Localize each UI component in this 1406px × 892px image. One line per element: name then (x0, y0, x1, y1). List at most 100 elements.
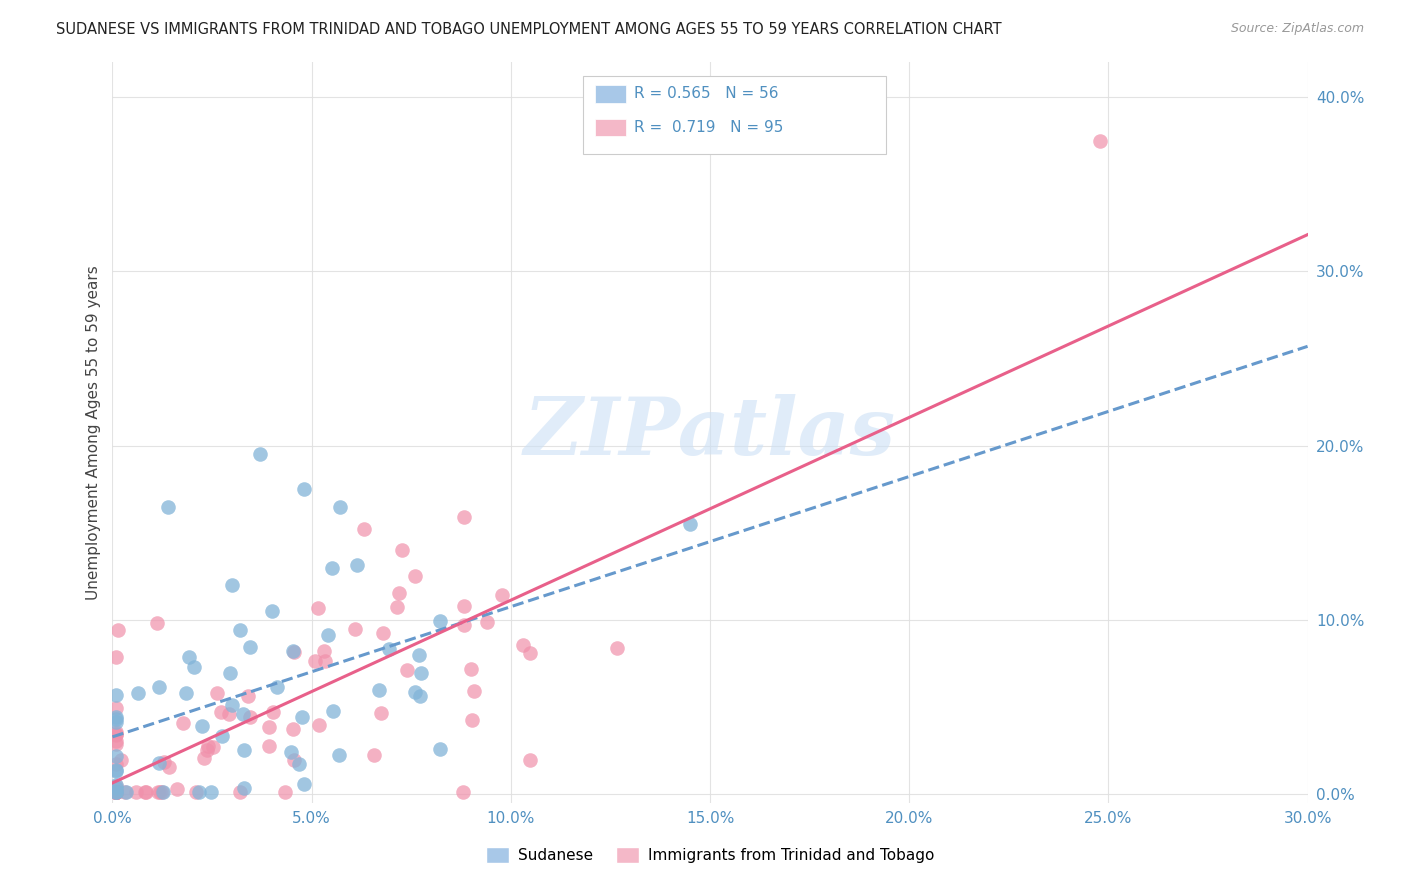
Immigrants from Trinidad and Tobago (105, 785, 128, 799)
Sudanese (105, 712, 128, 726)
Immigrants from Trinidad and Tobago (304, 654, 326, 668)
Immigrants from Trinidad and Tobago (209, 705, 232, 719)
Sudanese (429, 742, 451, 756)
Immigrants from Trinidad and Tobago (519, 753, 541, 767)
Sudanese (148, 756, 170, 771)
Immigrants from Trinidad and Tobago (229, 785, 252, 799)
Sudanese (105, 764, 128, 779)
Sudanese (328, 747, 350, 762)
Immigrants from Trinidad and Tobago (453, 618, 475, 632)
Sudanese (429, 614, 451, 628)
Sudanese (114, 785, 136, 799)
Immigrants from Trinidad and Tobago (193, 751, 215, 765)
Text: R = 0.565   N = 56: R = 0.565 N = 56 (634, 87, 779, 101)
Sudanese (105, 714, 128, 729)
Immigrants from Trinidad and Tobago (105, 785, 128, 799)
Sudanese (105, 785, 128, 799)
Text: Source: ZipAtlas.com: Source: ZipAtlas.com (1230, 22, 1364, 36)
Sudanese (409, 690, 432, 704)
Immigrants from Trinidad and Tobago (363, 747, 385, 762)
Immigrants from Trinidad and Tobago (283, 753, 305, 767)
Immigrants from Trinidad and Tobago (153, 755, 176, 769)
Immigrants from Trinidad and Tobago (387, 599, 409, 614)
Immigrants from Trinidad and Tobago (105, 701, 128, 715)
Immigrants from Trinidad and Tobago (105, 785, 128, 799)
Immigrants from Trinidad and Tobago (314, 643, 336, 657)
Immigrants from Trinidad and Tobago (353, 522, 375, 536)
Immigrants from Trinidad and Tobago (105, 785, 128, 799)
Sudanese (329, 500, 352, 514)
Immigrants from Trinidad and Tobago (135, 785, 157, 799)
Immigrants from Trinidad and Tobago (172, 716, 194, 731)
Immigrants from Trinidad and Tobago (114, 785, 136, 799)
Immigrants from Trinidad and Tobago (105, 785, 128, 799)
Immigrants from Trinidad and Tobago (218, 706, 240, 721)
Sudanese (292, 777, 315, 791)
Sudanese (127, 686, 149, 700)
Immigrants from Trinidad and Tobago (105, 733, 128, 747)
Immigrants from Trinidad and Tobago (157, 760, 180, 774)
Sudanese (157, 500, 180, 514)
Immigrants from Trinidad and Tobago (105, 785, 128, 799)
Immigrants from Trinidad and Tobago (105, 649, 128, 664)
Immigrants from Trinidad and Tobago (105, 785, 128, 799)
Sudanese (218, 666, 240, 681)
Immigrants from Trinidad and Tobago (125, 785, 148, 799)
Immigrants from Trinidad and Tobago (105, 725, 128, 739)
Immigrants from Trinidad and Tobago (105, 728, 128, 742)
Immigrants from Trinidad and Tobago (370, 706, 392, 720)
Immigrants from Trinidad and Tobago (308, 717, 330, 731)
Sudanese (249, 447, 271, 461)
Sudanese (291, 709, 314, 723)
Sudanese (283, 644, 305, 658)
Immigrants from Trinidad and Tobago (195, 743, 218, 757)
Sudanese (200, 785, 222, 799)
Immigrants from Trinidad and Tobago (107, 623, 129, 637)
Sudanese (105, 780, 128, 795)
Immigrants from Trinidad and Tobago (149, 785, 172, 799)
Immigrants from Trinidad and Tobago (105, 785, 128, 799)
Sudanese (105, 764, 128, 778)
Immigrants from Trinidad and Tobago (134, 785, 156, 799)
Immigrants from Trinidad and Tobago (257, 739, 280, 754)
Immigrants from Trinidad and Tobago (105, 785, 128, 799)
Sudanese (152, 785, 174, 799)
Immigrants from Trinidad and Tobago (1090, 134, 1112, 148)
Sudanese (233, 743, 256, 757)
Sudanese (679, 517, 702, 532)
Sudanese (321, 704, 343, 718)
Immigrants from Trinidad and Tobago (105, 785, 128, 799)
Immigrants from Trinidad and Tobago (274, 785, 297, 799)
Immigrants from Trinidad and Tobago (463, 684, 485, 698)
Text: ZIPatlas: ZIPatlas (524, 394, 896, 471)
Immigrants from Trinidad and Tobago (259, 720, 281, 734)
Immigrants from Trinidad and Tobago (460, 662, 482, 676)
Immigrants from Trinidad and Tobago (184, 785, 207, 799)
Sudanese (288, 756, 311, 771)
Sudanese (280, 745, 302, 759)
Immigrants from Trinidad and Tobago (453, 510, 475, 524)
Immigrants from Trinidad and Tobago (105, 727, 128, 741)
Immigrants from Trinidad and Tobago (105, 785, 128, 799)
Sudanese (211, 729, 233, 743)
Immigrants from Trinidad and Tobago (451, 785, 474, 799)
Immigrants from Trinidad and Tobago (105, 785, 128, 799)
Immigrants from Trinidad and Tobago (105, 785, 128, 799)
Immigrants from Trinidad and Tobago (283, 645, 305, 659)
Immigrants from Trinidad and Tobago (396, 663, 419, 677)
Immigrants from Trinidad and Tobago (148, 785, 170, 799)
Immigrants from Trinidad and Tobago (110, 753, 132, 767)
Sudanese (232, 707, 254, 722)
Immigrants from Trinidad and Tobago (105, 785, 128, 799)
Immigrants from Trinidad and Tobago (491, 588, 513, 602)
Immigrants from Trinidad and Tobago (150, 785, 173, 799)
Immigrants from Trinidad and Tobago (239, 709, 262, 723)
Immigrants from Trinidad and Tobago (197, 739, 219, 753)
Immigrants from Trinidad and Tobago (391, 542, 413, 557)
Sudanese (105, 710, 128, 724)
Immigrants from Trinidad and Tobago (105, 785, 128, 799)
Sudanese (321, 560, 343, 574)
Sudanese (368, 683, 391, 698)
Immigrants from Trinidad and Tobago (105, 757, 128, 772)
Sudanese (105, 749, 128, 764)
